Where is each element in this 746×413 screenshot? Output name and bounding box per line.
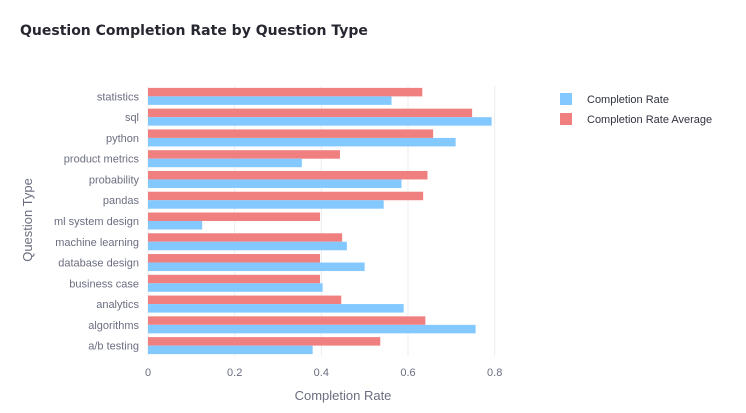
bar-completion-rate [148, 117, 492, 126]
y-tick-labels: statistics sql python product metrics probab… [54, 91, 139, 352]
x-tick-label: 0.6 [400, 367, 415, 379]
bar-completion-rate-average [148, 129, 434, 138]
bar-completion-rate [148, 262, 365, 272]
legend-label: Completion Rate Average [587, 114, 712, 126]
bar-completion-rate [148, 324, 476, 334]
bar-completion-rate-average [148, 170, 428, 180]
bar-completion-rate-average [148, 254, 321, 263]
bar-completion-rate [148, 179, 402, 188]
bar-completion-rate-average [148, 337, 381, 346]
y-tick-label: algorithms [88, 320, 139, 332]
x-tick-label: 0.8 [487, 367, 502, 379]
y-tick-label: python [106, 133, 139, 145]
y-tick-label: statistics [97, 91, 140, 103]
bar-completion-rate [148, 304, 404, 313]
y-tick-label: pandas [103, 195, 140, 207]
legend-swatch [560, 113, 572, 125]
y-tick-label: product metrics [64, 154, 140, 166]
bar-completion-rate [148, 283, 323, 292]
bar-completion-rate [148, 221, 203, 230]
legend: Completion Rate Completion Rate Average [560, 93, 712, 126]
bar-completion-rate-average [148, 150, 340, 159]
bar-completion-rate [148, 96, 392, 105]
y-tick-label: business case [69, 278, 139, 290]
bar-completion-rate [148, 200, 384, 209]
bar-completion-rate-average [148, 191, 424, 201]
legend-label: Completion Rate [587, 94, 669, 106]
bar-completion-rate-average [148, 274, 321, 284]
legend-swatch [560, 93, 572, 105]
chart-title: Question Completion Rate by Question Typ… [20, 23, 368, 39]
bar-completion-rate-average [148, 87, 423, 97]
y-tick-label: database design [58, 258, 139, 270]
bar-completion-rate-average [148, 233, 343, 242]
bar-completion-rate [148, 241, 347, 251]
bar-completion-rate-average [148, 295, 342, 305]
bars [148, 87, 492, 355]
y-axis-title: Question Type [20, 178, 35, 262]
bar-completion-rate-average [148, 108, 473, 118]
y-tick-label: ml system design [54, 216, 139, 228]
bar-completion-rate-average [148, 212, 321, 221]
x-tick-label: 0.2 [227, 367, 242, 379]
bar-completion-rate [148, 158, 302, 168]
x-tick-label: 0.4 [314, 367, 329, 379]
bar-completion-rate [148, 137, 456, 147]
y-tick-label: a/b testing [88, 341, 139, 353]
x-axis-title: Completion Rate [295, 388, 392, 403]
y-tick-label: machine learning [55, 237, 139, 249]
x-tick-labels: 0 0.2 0.4 0.6 0.8 [145, 367, 502, 379]
x-tick-label: 0 [145, 367, 151, 379]
bar-completion-rate [148, 345, 313, 355]
y-tick-label: probability [89, 174, 140, 186]
bar-completion-rate-average [148, 316, 426, 325]
y-tick-label: analytics [96, 299, 139, 311]
y-tick-label: sql [125, 112, 139, 124]
